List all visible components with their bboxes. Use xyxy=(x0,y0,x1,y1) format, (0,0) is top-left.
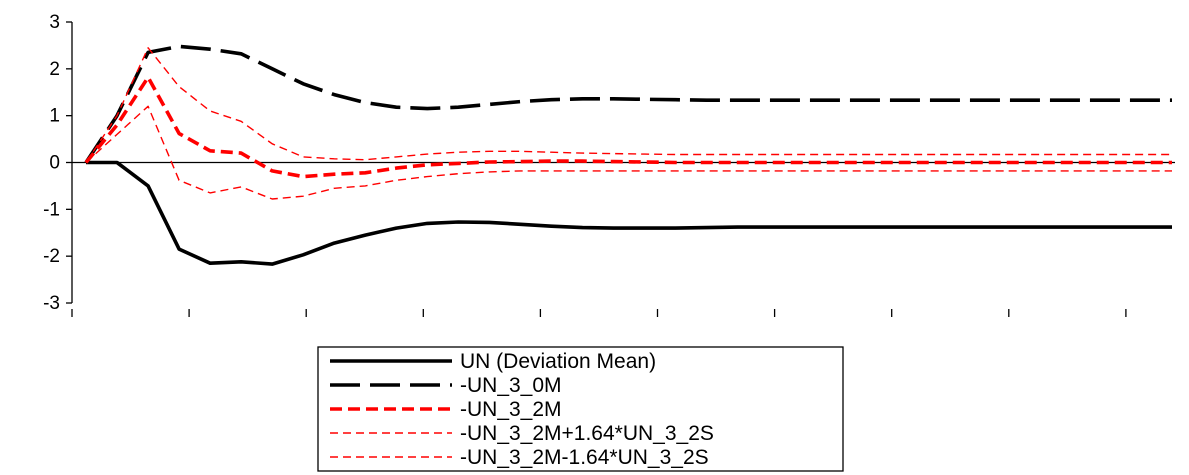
y-tick-label: 0 xyxy=(49,153,60,174)
series-lines xyxy=(84,44,1172,266)
legend-label-5: -UN_3_2M-1.64*UN_3_2S xyxy=(460,446,709,469)
legend-label-2: -UN_3_0M xyxy=(460,374,562,397)
legend: UN (Deviation Mean)-UN_3_0M-UN_3_2M-UN_3… xyxy=(317,346,844,472)
series-line-5 xyxy=(85,105,1172,200)
series-line-4 xyxy=(85,47,1172,163)
y-tick-label: 2 xyxy=(49,59,60,80)
legend-label-4: -UN_3_2M+1.64*UN_3_2S xyxy=(460,422,714,445)
y-axis: 3 2 1 0 -1 -2 -3 xyxy=(43,12,73,314)
series-line-1 xyxy=(86,160,1172,266)
series-line-3 xyxy=(84,75,1172,179)
y-tick-label: -2 xyxy=(43,246,60,267)
legend-label-3: -UN_3_2M xyxy=(460,398,562,421)
legend-label-1: UN (Deviation Mean) xyxy=(460,350,656,373)
y-tick-label: 3 xyxy=(49,12,60,33)
y-tick-label: -3 xyxy=(43,293,60,314)
y-tick-label: 1 xyxy=(49,106,60,127)
series-line-2 xyxy=(84,44,1172,164)
y-tick-label: -1 xyxy=(43,199,60,220)
x-axis xyxy=(71,161,1175,317)
